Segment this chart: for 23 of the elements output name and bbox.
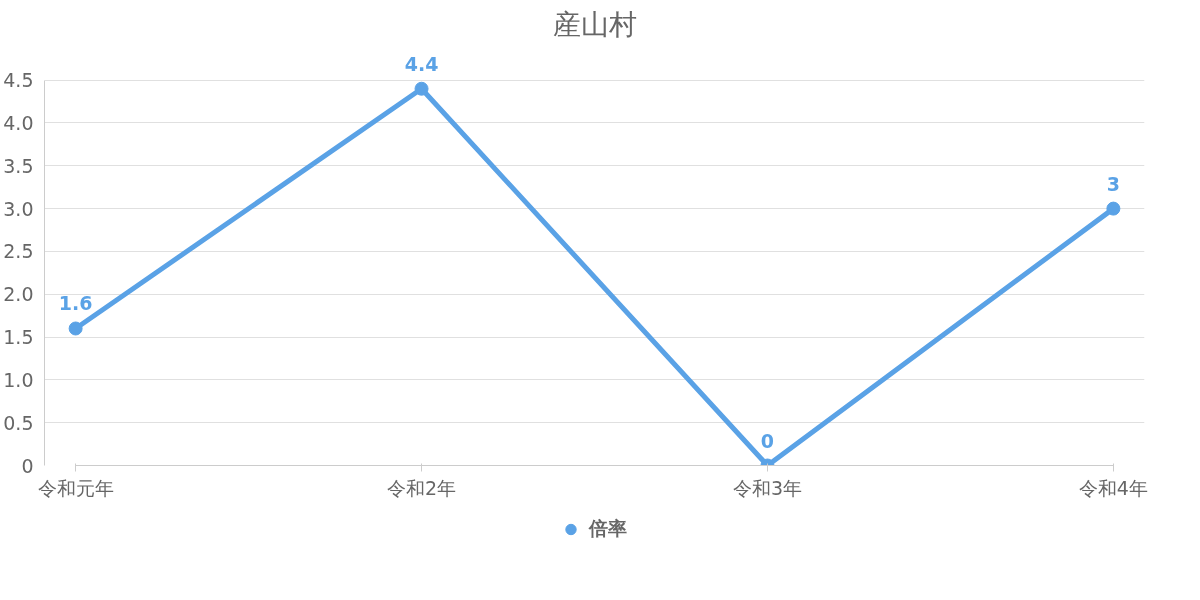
data-label: 0	[760, 429, 775, 452]
data-label: 4.4	[404, 52, 439, 75]
x-tick-label: 令和元年	[37, 476, 114, 499]
point	[1106, 201, 1121, 216]
point	[414, 81, 429, 96]
y-tick-label: 3.0	[3, 197, 34, 220]
y-tick-label: 2.5	[3, 240, 34, 263]
y-tick-label: 4.0	[3, 111, 34, 134]
point	[68, 321, 83, 336]
y-tick-label: 3.5	[3, 154, 34, 177]
y-tick-label: 4.5	[3, 69, 34, 92]
x-tick-label: 令和4年	[1078, 476, 1148, 499]
legend-label: 倍率	[588, 515, 627, 541]
chart-title: 産山村	[552, 7, 637, 41]
data-label: 1.6	[58, 292, 93, 315]
data-label: 3	[1106, 172, 1120, 195]
y-tick-label: 1.0	[3, 368, 34, 391]
x-tick-label: 令和2年	[387, 476, 457, 499]
y-tick-label: 1.5	[3, 326, 34, 349]
y-tick-label: 0	[21, 454, 34, 477]
x-tick-label: 令和3年	[732, 476, 803, 499]
y-tick-label: 0.5	[3, 411, 34, 434]
y-tick-label: 2.0	[3, 283, 34, 306]
